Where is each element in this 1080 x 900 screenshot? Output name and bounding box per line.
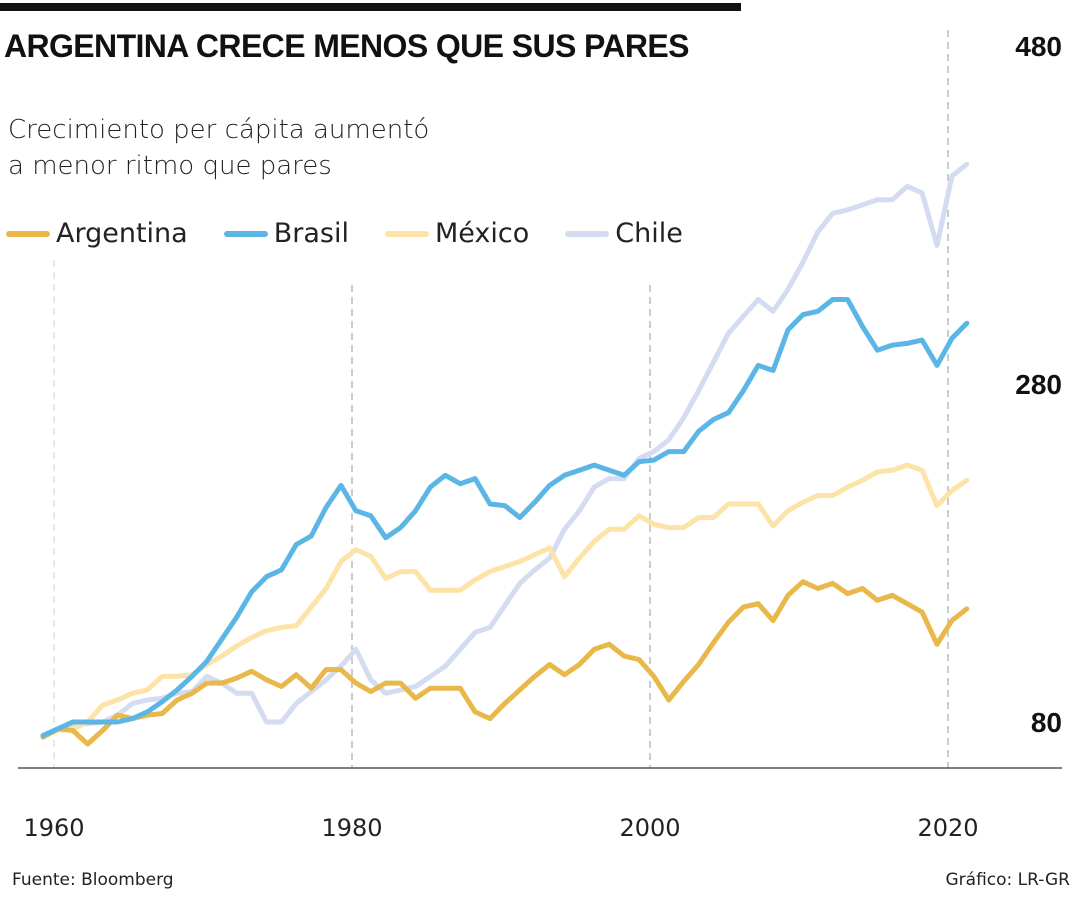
x-tick-label: 1980 xyxy=(321,814,382,842)
series-line-brasil xyxy=(40,297,970,738)
legend-label: Brasil xyxy=(273,218,349,249)
x-tick-label: 2000 xyxy=(619,814,680,842)
legend-item-mexico: México xyxy=(384,218,530,249)
legend-item-brasil: Brasil xyxy=(223,218,349,249)
credit-note: Gráfico: LR-GR xyxy=(945,870,1070,890)
x-tick-label: 2020 xyxy=(917,814,978,842)
y-tick-label: 80 xyxy=(1031,707,1062,738)
title-bar-decoration xyxy=(0,3,741,11)
series-line-argentina xyxy=(40,579,970,747)
x-tick-label: 1960 xyxy=(23,814,84,842)
legend-swatch-chile xyxy=(565,230,610,237)
legend-swatch-argentina xyxy=(6,230,50,237)
y-tick-label: 280 xyxy=(1015,369,1062,400)
legend-swatch-brasil xyxy=(223,230,268,237)
legend-label: Argentina xyxy=(56,218,188,249)
subtitle-line-2: a menor ritmo que pares xyxy=(8,151,332,181)
chart-title: ARGENTINA CRECE MENOS QUE SUS PARES xyxy=(4,28,689,64)
subtitle-line-1: Crecimiento per cápita aumentó xyxy=(8,115,430,145)
legend: Argentina Brasil México Chile xyxy=(6,218,719,249)
legend-item-chile: Chile xyxy=(565,218,683,249)
series-line-chile xyxy=(40,161,970,738)
legend-swatch-mexico xyxy=(384,230,429,237)
legend-item-argentina: Argentina xyxy=(6,218,188,249)
source-note: Fuente: Bloomberg xyxy=(12,870,174,890)
chart-subtitle: Crecimiento per cápita aumentó a menor r… xyxy=(8,112,429,184)
legend-label: México xyxy=(434,218,530,249)
y-tick-label: 480 xyxy=(1015,31,1062,62)
legend-label: Chile xyxy=(615,218,683,249)
